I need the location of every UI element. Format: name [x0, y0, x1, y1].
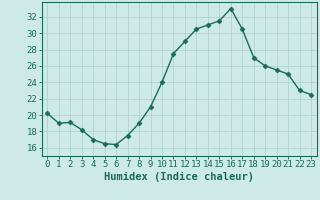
X-axis label: Humidex (Indice chaleur): Humidex (Indice chaleur)	[104, 172, 254, 182]
